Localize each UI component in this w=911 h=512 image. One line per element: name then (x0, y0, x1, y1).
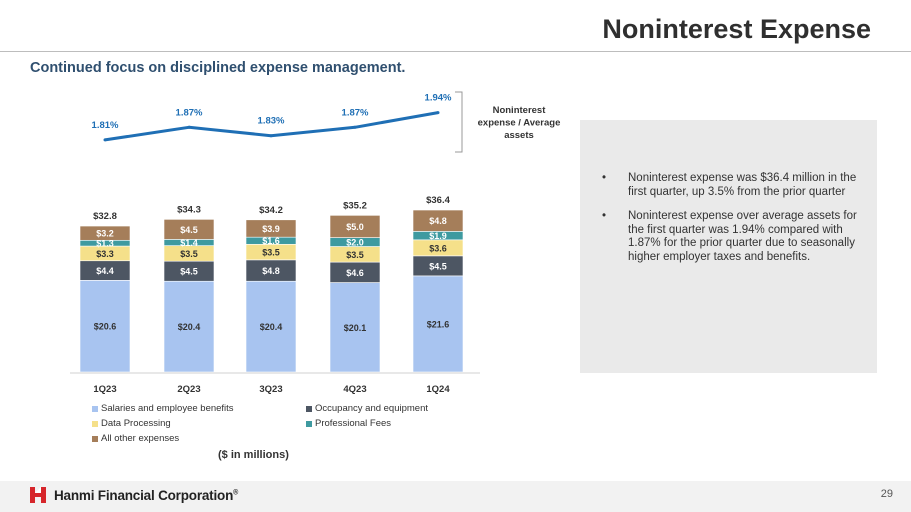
data-label-all-other-expenses-1q23: $3.2 (96, 229, 114, 239)
ratio-point-4q23 (353, 125, 357, 129)
ratio-point-2q23 (187, 125, 191, 129)
ratio-point-3q23 (269, 134, 273, 138)
legend-swatch-salaries (92, 405, 98, 412)
data-label-professional-fees-3q23: $1.6 (262, 236, 280, 246)
ratio-point-1q23 (103, 138, 107, 142)
commentary-bullet: • Noninterest expense over average asset… (602, 210, 864, 264)
data-label-salaries-and-employee-benefits-3q23: $20.4 (260, 322, 283, 332)
title-divider (0, 51, 884, 52)
data-label-all-other-expenses-4q23: $5.0 (346, 222, 364, 232)
legend-item-occupancy: Occupancy and equipment (306, 403, 428, 414)
page-subtitle: Continued focus on disciplined expense m… (30, 60, 406, 76)
page-number: 29 (880, 488, 893, 500)
legend-swatch-data-processing (92, 420, 98, 427)
ratio-label-3q23: 1.83% (258, 116, 285, 127)
data-label-professional-fees-2q23: $1.4 (180, 238, 198, 248)
data-label-salaries-and-employee-benefits-2q23: $20.4 (178, 322, 201, 332)
data-label-occupancy-and-equipment-1q24: $4.5 (429, 261, 447, 271)
legend-label-other: All other expenses (101, 433, 180, 444)
bar-salaries-and-employee-benefits-1q24 (412, 275, 464, 373)
page-title: Noninterest Expense (602, 14, 871, 44)
ratio-label-1q23: 1.81% (92, 120, 119, 131)
ratio-label-4q23: 1.87% (342, 107, 369, 118)
total-label-1q23: $32.8 (93, 211, 117, 222)
data-label-data-processing-1q24: $3.6 (429, 243, 447, 253)
company-name-text: Hanmi Financial Corporation (54, 487, 234, 503)
legend-swatch-other (92, 435, 98, 442)
legend-item-data-processing: Data Processing (92, 418, 171, 429)
bar-all-other-expenses-3q23 (245, 219, 297, 238)
trademark-mark: ® (233, 489, 239, 496)
data-label-occupancy-and-equipment-3q23: $4.8 (262, 266, 280, 276)
company-logo: Hanmi Financial Corporation® (28, 485, 238, 505)
legend-swatch-occupancy (306, 405, 312, 412)
footer-bar (0, 481, 911, 512)
total-label-3q23: $34.2 (259, 205, 283, 216)
commentary-panel (580, 120, 877, 373)
data-label-professional-fees-1q23: $1.3 (96, 239, 114, 249)
legend-item-professional-fees: Professional Fees (306, 418, 391, 429)
ratio-axis-label-line-2: expense / Average (478, 118, 561, 129)
commentary-text: Noninterest expense was $36.4 million in… (628, 172, 857, 198)
bar-salaries-and-employee-benefits-3q23 (245, 280, 297, 373)
bar-all-other-expenses-1q24 (412, 209, 464, 232)
legend-swatch-professional-fees (306, 420, 312, 427)
x-tick-label-2q23: 2Q23 (177, 384, 200, 395)
x-tick-label-3q23: 3Q23 (259, 384, 282, 395)
commentary-list: • Noninterest expense was $36.4 million … (602, 172, 864, 275)
legend-label-professional-fees: Professional Fees (315, 418, 392, 429)
data-label-all-other-expenses-2q23: $4.5 (180, 225, 198, 235)
bar-all-other-expenses-4q23 (329, 215, 381, 238)
bullet-marker: • (602, 210, 607, 222)
data-label-data-processing-3q23: $3.5 (262, 248, 280, 258)
legend-item-salaries: Salaries and employee benefits (92, 403, 234, 414)
ratio-axis-label-line-3: assets (504, 130, 534, 141)
data-label-data-processing-4q23: $3.5 (346, 250, 364, 260)
data-label-data-processing-2q23: $3.5 (180, 249, 198, 259)
total-label-4q23: $35.2 (343, 200, 367, 211)
bar-all-other-expenses-1q23 (79, 225, 131, 241)
ratio-bracket (455, 91, 463, 153)
legend-item-other: All other expenses (92, 433, 179, 444)
data-label-professional-fees-4q23: $2.0 (346, 238, 364, 248)
data-label-occupancy-and-equipment-2q23: $4.5 (180, 267, 198, 277)
data-label-occupancy-and-equipment-1q23: $4.4 (96, 266, 114, 276)
total-label-2q23: $34.3 (177, 204, 201, 215)
bar-salaries-and-employee-benefits-1q23 (79, 280, 131, 373)
commentary-text: Noninterest expense over average assets … (628, 210, 857, 263)
ratio-axis-label-line-1: Noninterest (493, 105, 547, 116)
bar-salaries-and-employee-benefits-4q23 (329, 282, 381, 373)
x-tick-label-1q24: 1Q24 (426, 384, 450, 395)
data-label-professional-fees-1q24: $1.9 (429, 231, 447, 241)
units-label: ($ in millions) (218, 449, 289, 461)
hanmi-logo-icon (30, 487, 46, 503)
bar-all-other-expenses-2q23 (163, 219, 215, 240)
bar-salaries-and-employee-benefits-2q23 (163, 280, 215, 373)
company-name: Hanmi Financial Corporation® (54, 488, 238, 503)
commentary-bullet: • Noninterest expense was $36.4 million … (602, 172, 864, 199)
ratio-label-2q23: 1.87% (176, 107, 203, 118)
legend-label-occupancy: Occupancy and equipment (315, 403, 429, 414)
data-label-salaries-and-employee-benefits-1q24: $21.6 (427, 319, 450, 329)
legend-label-data-processing: Data Processing (101, 418, 171, 429)
x-tick-label-1q23: 1Q23 (93, 384, 116, 395)
x-tick-label-4q23: 4Q23 (343, 384, 366, 395)
ratio-point-1q24 (436, 111, 440, 115)
data-label-occupancy-and-equipment-4q23: $4.6 (346, 268, 364, 278)
legend-label-salaries: Salaries and employee benefits (101, 403, 234, 414)
total-label-1q24: $36.4 (426, 195, 450, 206)
data-label-salaries-and-employee-benefits-4q23: $20.1 (344, 323, 367, 333)
data-label-all-other-expenses-3q23: $3.9 (262, 224, 280, 234)
stacked-bar-chart: $20.6 $4.4 $3.3$1.3$3.2 $32.8 1Q23 $20.4 $4.5 $… (70, 91, 561, 395)
title-divider-tail (884, 51, 911, 52)
data-label-salaries-and-employee-benefits-1q23: $20.6 (94, 322, 117, 332)
data-label-all-other-expenses-1q24: $4.8 (429, 216, 447, 226)
ratio-label-1q24: 1.94% (425, 93, 452, 104)
bullet-marker: • (602, 172, 607, 184)
data-label-data-processing-1q23: $3.3 (96, 249, 114, 259)
